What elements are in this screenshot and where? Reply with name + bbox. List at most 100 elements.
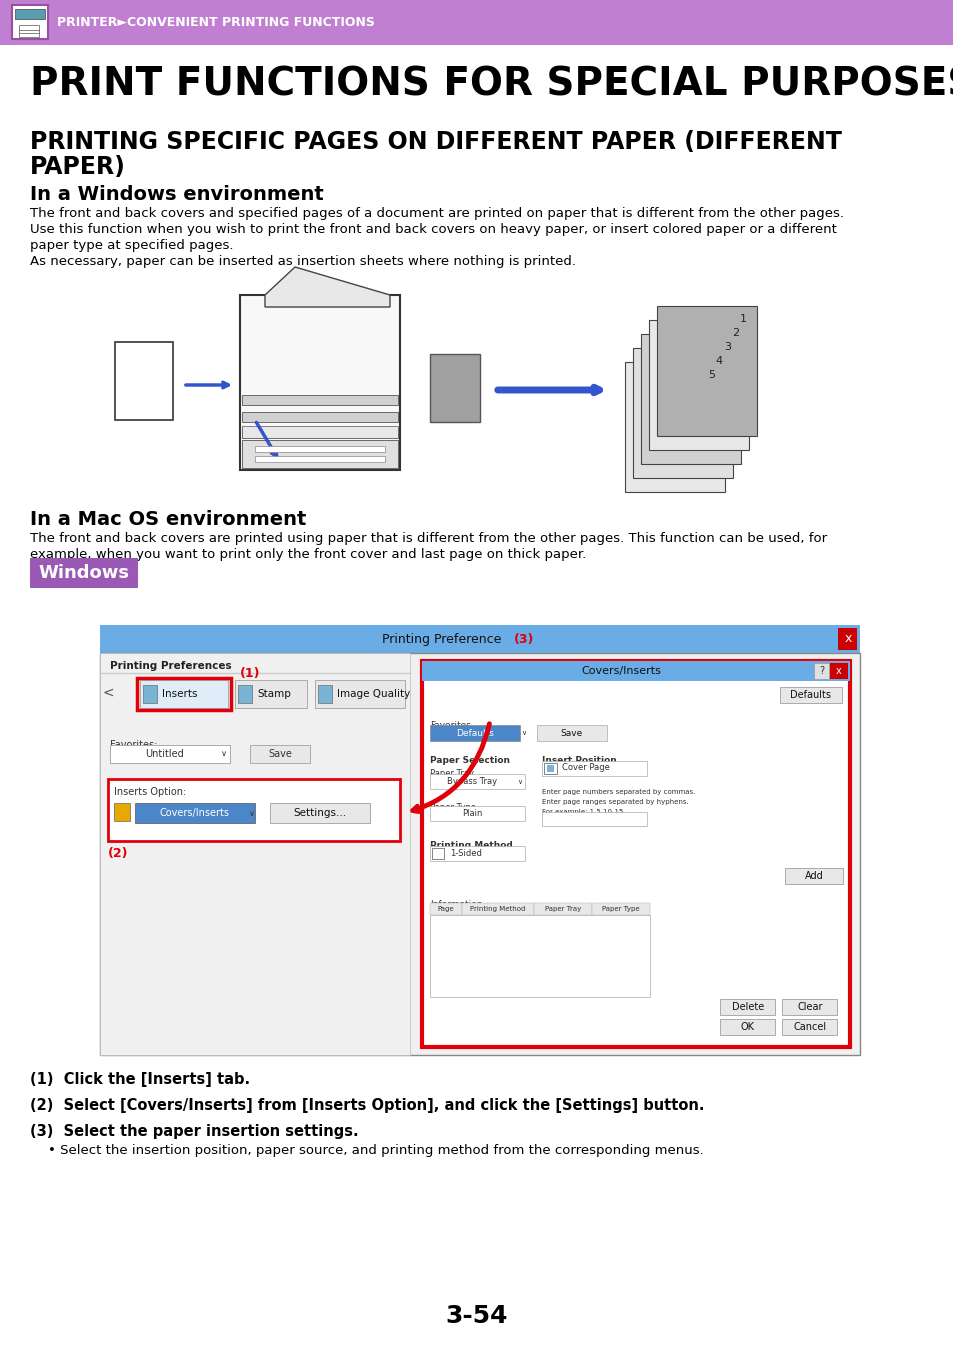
Text: Cancel: Cancel: [793, 1022, 825, 1031]
Text: Printing Preferences: Printing Preferences: [110, 662, 232, 671]
Text: PRINT FUNCTIONS FOR SPECIAL PURPOSES: PRINT FUNCTIONS FOR SPECIAL PURPOSES: [30, 65, 953, 103]
Text: 1-Sided: 1-Sided: [450, 849, 481, 857]
Text: Add: Add: [803, 871, 822, 882]
Bar: [648, 320, 748, 450]
Text: Paper Tray: Paper Tray: [430, 769, 474, 778]
Text: The front and back covers are printed using paper that is different from the oth: The front and back covers are printed us…: [30, 532, 826, 545]
Bar: [137, 678, 231, 710]
Bar: [19, 26, 39, 36]
Text: Settings...: Settings...: [294, 809, 346, 818]
Bar: [432, 848, 443, 859]
Text: paper type at specified pages.: paper type at specified pages.: [30, 239, 233, 252]
Bar: [108, 779, 399, 841]
Text: ∨: ∨: [221, 749, 227, 759]
Text: Save: Save: [560, 729, 582, 737]
Text: Use this function when you wish to print the front and back covers on heavy pape: Use this function when you wish to print…: [30, 223, 836, 236]
Text: (1): (1): [240, 667, 260, 680]
Text: 3: 3: [723, 342, 730, 352]
Bar: [592, 903, 649, 915]
Text: (3): (3): [514, 633, 534, 645]
Text: OK: OK: [740, 1022, 754, 1031]
Bar: [430, 846, 524, 861]
Bar: [784, 868, 842, 884]
Bar: [837, 628, 856, 649]
Text: Save: Save: [268, 749, 292, 759]
Text: The front and back covers and specified pages of a document are printed on paper: The front and back covers and specified …: [30, 207, 843, 220]
Polygon shape: [265, 267, 390, 306]
Bar: [430, 806, 524, 821]
Bar: [254, 446, 385, 452]
Text: example, when you want to print only the front cover and last page on thick pape: example, when you want to print only the…: [30, 548, 586, 562]
Bar: [421, 662, 849, 1048]
Bar: [541, 761, 646, 776]
Bar: [541, 811, 646, 826]
Text: As necessary, paper can be inserted as insertion sheets where nothing is printed: As necessary, paper can be inserted as i…: [30, 255, 576, 269]
Bar: [430, 354, 479, 423]
Text: 2: 2: [731, 328, 739, 338]
Bar: [242, 440, 397, 468]
Bar: [100, 625, 859, 653]
Bar: [12, 5, 48, 39]
Bar: [543, 763, 557, 774]
Text: PAPER): PAPER): [30, 155, 126, 180]
Text: Enter page numbers separated by commas.: Enter page numbers separated by commas.: [541, 788, 695, 795]
Text: Stamp: Stamp: [256, 688, 291, 699]
Bar: [242, 428, 397, 437]
Text: For example: 1,5,10-15: For example: 1,5,10-15: [541, 809, 622, 815]
Bar: [15, 9, 45, 19]
Text: Clear: Clear: [797, 1002, 821, 1012]
Bar: [657, 306, 757, 436]
Text: (1)  Click the [Inserts] tab.: (1) Click the [Inserts] tab.: [30, 1072, 250, 1087]
Text: ∨: ∨: [517, 779, 522, 784]
Bar: [242, 396, 397, 405]
Bar: [546, 765, 554, 772]
Text: Paper Tray: Paper Tray: [544, 906, 580, 913]
Text: x: x: [843, 633, 851, 645]
Text: Insert Position: Insert Position: [541, 756, 616, 765]
Text: Delete: Delete: [731, 1002, 763, 1012]
Bar: [242, 412, 397, 423]
Bar: [534, 903, 592, 915]
Bar: [254, 456, 385, 462]
Text: Printing Method: Printing Method: [430, 841, 512, 850]
Text: Windows: Windows: [38, 564, 130, 582]
Bar: [781, 999, 836, 1015]
Bar: [110, 745, 230, 763]
Bar: [140, 680, 228, 707]
Bar: [250, 745, 310, 763]
Text: Defaults: Defaults: [790, 690, 831, 701]
Bar: [461, 903, 534, 915]
Text: Covers/Inserts: Covers/Inserts: [160, 809, 230, 818]
Text: Favorites:: Favorites:: [110, 740, 157, 751]
Text: Printing Method: Printing Method: [470, 906, 525, 913]
Bar: [720, 1019, 774, 1035]
Text: (2): (2): [108, 846, 129, 860]
Text: Inserts: Inserts: [162, 688, 197, 699]
Text: Favorites: Favorites: [430, 721, 471, 730]
Bar: [314, 680, 405, 707]
FancyBboxPatch shape: [30, 558, 138, 589]
Bar: [640, 333, 740, 464]
Bar: [113, 803, 130, 821]
Text: In a Mac OS environment: In a Mac OS environment: [30, 510, 306, 529]
Text: 1: 1: [740, 315, 746, 324]
Text: Cover Page: Cover Page: [561, 764, 609, 772]
Text: <: <: [102, 686, 113, 701]
Text: Plain: Plain: [461, 809, 481, 818]
Text: Information: Information: [430, 900, 482, 909]
Bar: [720, 999, 774, 1015]
Bar: [115, 342, 172, 420]
Text: ∨: ∨: [521, 730, 526, 736]
Text: Inserts Option:: Inserts Option:: [113, 787, 186, 796]
Text: 3-54: 3-54: [445, 1304, 508, 1328]
Bar: [317, 684, 332, 703]
Text: Enter page ranges separated by hyphens.: Enter page ranges separated by hyphens.: [541, 799, 688, 805]
Text: (3)  Select the paper insertion settings.: (3) Select the paper insertion settings.: [30, 1125, 358, 1139]
Bar: [430, 725, 519, 741]
Bar: [430, 915, 649, 998]
Text: Bypass Tray: Bypass Tray: [446, 778, 497, 787]
Text: Defaults: Defaults: [456, 729, 494, 737]
Bar: [537, 725, 606, 741]
Text: Paper Selection: Paper Selection: [430, 756, 510, 765]
Bar: [242, 427, 397, 437]
